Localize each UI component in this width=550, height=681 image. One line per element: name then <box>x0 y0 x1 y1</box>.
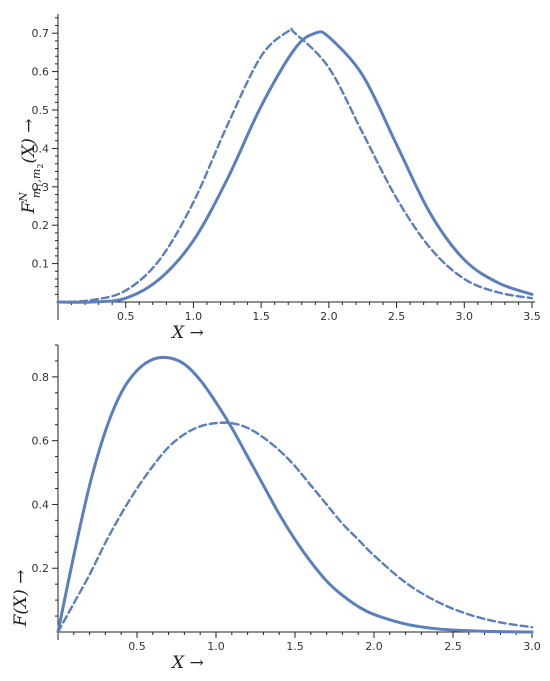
bottom-chart-x-tick-label: 1.5 <box>286 640 304 653</box>
top-chart-series-solid-line <box>56 30 534 304</box>
bottom-chart-x-tick-label: 0.5 <box>128 640 146 653</box>
bottom-chart-y-tick-label: 0.6 <box>32 435 50 448</box>
bottom-chart-x-tick-label: 3.0 <box>523 640 541 653</box>
bottom-chart-series-solid-line <box>56 355 534 634</box>
bottom-chart-y-tick-label: 0.4 <box>32 498 50 511</box>
top-chart-y-tick-label: 0.1 <box>32 258 50 271</box>
top-chart-y-tick-label: 0.5 <box>32 104 50 117</box>
bottom-chart-x-tick-label: 2.0 <box>365 640 383 653</box>
bottom-chart-x-tick-label: 1.0 <box>207 640 225 653</box>
top-chart-x-label: X → <box>170 323 204 343</box>
top-chart-y-label: FNm1,m2(X) → <box>17 119 45 215</box>
top-chart-x-tick-label: 1.0 <box>185 310 203 323</box>
top-chart-y-tick-label: 0.7 <box>32 27 50 40</box>
bottom-chart: 0.5 1.0 1.5 2.0 2.5 3.0 0.2 0.4 0.6 0.8 X → F(X) … <box>11 344 541 673</box>
top-chart-x-tick-label: 2.5 <box>388 310 406 323</box>
top-chart-series-dashed-line <box>56 27 534 304</box>
bottom-chart-series-dashed-line <box>56 421 534 634</box>
top-chart: 0.5 1.0 1.5 2.0 2.5 3.0 3.5 0.1 0.2 0.3 0.4 0.5 0.6 0… <box>17 14 541 343</box>
top-chart-y-tick-label: 0.4 <box>32 142 50 155</box>
bottom-chart-y-tick-label: 0.2 <box>32 562 50 575</box>
top-chart-y-tick-label: 0.3 <box>32 181 50 194</box>
top-chart-x-tick-label: 1.5 <box>252 310 270 323</box>
top-chart-y-tick-label: 0.6 <box>32 66 50 79</box>
top-chart-x-tick-label: 0.5 <box>117 310 135 323</box>
top-chart-x-tick-label: 3.5 <box>523 310 541 323</box>
bottom-chart-x-label: X → <box>170 653 204 673</box>
top-chart-x-tick-label: 3.0 <box>456 310 474 323</box>
bottom-chart-y-tick-label: 0.8 <box>32 371 50 384</box>
bottom-chart-x-tick-label: 2.5 <box>444 640 462 653</box>
svg-text:FNm1,m2(X) →: FNm1,m2(X) → <box>17 119 45 215</box>
top-chart-x-tick-label: 2.0 <box>320 310 338 323</box>
bottom-chart-y-label: F(X) → <box>11 570 31 628</box>
top-chart-y-tick-label: 0.2 <box>32 219 50 232</box>
